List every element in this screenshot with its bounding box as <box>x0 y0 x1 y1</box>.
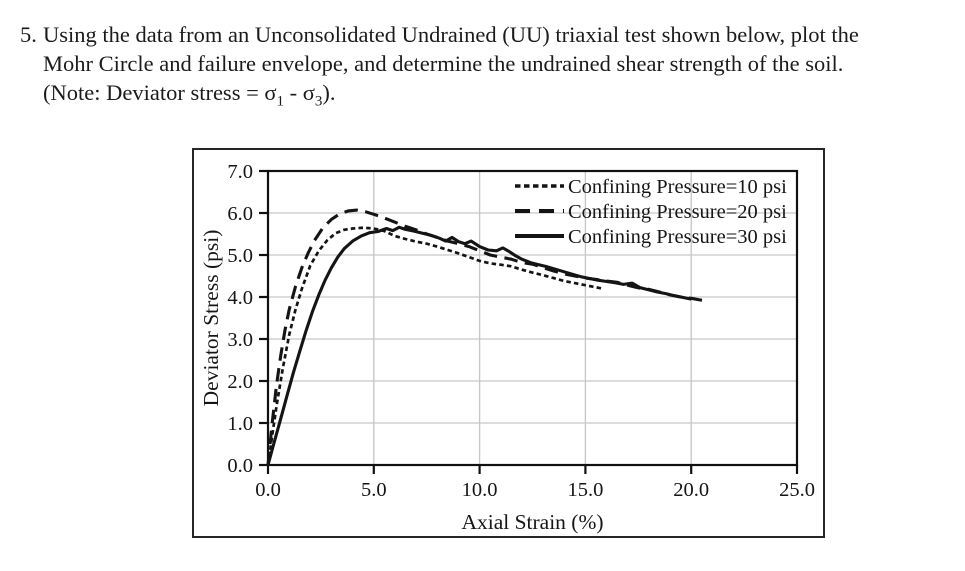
problem-text-line-1: Using the data from an Unconsolidated Un… <box>43 22 859 47</box>
y-axis-title: Deviator Stress (psi) <box>199 230 223 407</box>
y-tick-label: 0.0 <box>227 455 253 477</box>
y-tick-label: 3.0 <box>227 329 253 351</box>
problem-line-2: Mohr Circle and failure envelope, and de… <box>20 49 950 78</box>
sigma-3-symbol: σ <box>302 80 315 105</box>
y-tick-label: 7.0 <box>227 161 253 183</box>
y-tick-label: 1.0 <box>227 413 253 435</box>
x-tick-label: 5.0 <box>361 479 387 501</box>
y-tick-label: 2.0 <box>227 371 253 393</box>
series-curve-solid <box>266 225 692 466</box>
sigma-3-subscript: 3 <box>314 93 323 110</box>
x-tick-label: 15.0 <box>567 479 603 501</box>
x-axis-title: Axial Strain (%) <box>461 510 603 534</box>
problem-line-1: 5. Using the data from an Unconsolidated… <box>20 20 950 49</box>
chart-canvas: 0.0 1.0 2.0 3.0 4.0 5.0 6.0 7.0 0.0 5.0 10.0 15.0 20… <box>199 161 815 534</box>
x-tick-label: 25.0 <box>779 479 815 501</box>
x-tick-label: 20.0 <box>673 479 709 501</box>
problem-note-text: (Note: Deviator stress = σ1 - σ3). <box>43 80 336 110</box>
series-curve-dotted <box>266 226 603 466</box>
problem-note: (Note: Deviator stress = σ1 - σ3). <box>20 78 950 110</box>
legend-label: Confining Pressure=10 psi <box>568 176 787 198</box>
triaxial-test-chart: 0.0 1.0 2.0 3.0 4.0 5.0 6.0 7.0 0.0 5.0 10.0 15.0 20… <box>192 148 825 538</box>
problem-statement: 5. Using the data from an Unconsolidated… <box>20 20 950 110</box>
plot-frame <box>266 169 799 467</box>
legend-label: Confining Pressure=30 psi <box>568 226 787 248</box>
sigma-1-symbol: σ <box>264 80 277 105</box>
sigma-1-subscript: 1 <box>276 93 285 110</box>
y-tick-label: 4.0 <box>227 287 253 309</box>
problem-text-line-2: Mohr Circle and failure envelope, and de… <box>43 51 844 76</box>
legend-label: Confining Pressure=20 psi <box>568 201 787 223</box>
x-tick-label: 10.0 <box>462 479 498 501</box>
y-tick-label: 6.0 <box>227 203 253 225</box>
x-tick-label: 0.0 <box>255 479 281 501</box>
problem-number: 5. <box>20 22 37 47</box>
y-tick-label: 5.0 <box>227 245 253 267</box>
